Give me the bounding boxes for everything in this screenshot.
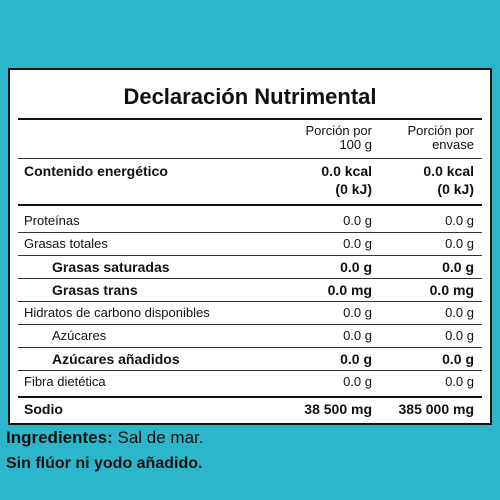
nutrient-row: Azúcares añadidos 0.0 g 0.0 g xyxy=(10,348,490,370)
divider xyxy=(18,158,482,159)
row-label: Azúcares xyxy=(52,328,107,343)
ingredients-label: Ingredientes: xyxy=(6,428,113,447)
value: 0.0 kcal xyxy=(423,163,474,179)
value: 0.0 g xyxy=(445,305,474,320)
nutrient-row: Grasas saturadas 0.0 g 0.0 g xyxy=(10,256,490,278)
row-label: Contenido energético xyxy=(24,163,168,179)
value: 385 000 mg xyxy=(398,401,475,417)
energy-row: (0 kJ) (0 kJ) xyxy=(10,178,490,200)
nutrient-row: Sodio 38 500 mg 385 000 mg xyxy=(10,398,490,420)
divider xyxy=(18,301,482,302)
value: 0.0 g xyxy=(343,374,372,389)
value: 0.0 mg xyxy=(429,282,474,298)
column-header: Porción por envase xyxy=(384,124,474,152)
title: Declaración Nutrimental xyxy=(123,84,377,109)
row-label: Fibra dietética xyxy=(24,374,106,389)
value: 0.0 g xyxy=(445,236,474,251)
divider xyxy=(18,118,482,120)
value: 0.0 mg xyxy=(327,282,372,298)
value: 0.0 g xyxy=(340,351,372,367)
nutrition-table: Declaración Nutrimental Porción por 100 g… xyxy=(8,68,492,425)
divider xyxy=(18,347,482,348)
row-label: Grasas totales xyxy=(24,236,108,251)
value: 0.0 g xyxy=(445,374,474,389)
header-text: 100 g xyxy=(339,137,372,152)
header-text: Porción por xyxy=(407,123,474,138)
nutrient-row: Grasas trans 0.0 mg 0.0 mg xyxy=(10,279,490,301)
value: 0.0 g xyxy=(340,259,372,275)
value: (0 kJ) xyxy=(437,181,474,197)
value: 0.0 g xyxy=(445,213,474,228)
divider xyxy=(18,370,482,371)
row-label: Sodio xyxy=(24,401,63,417)
value: 0.0 g xyxy=(343,213,372,228)
header-text: Porción por xyxy=(305,123,372,138)
column-header: Porción por 100 g xyxy=(282,124,372,152)
nutrient-row: Proteínas 0.0 g 0.0 g xyxy=(10,210,490,232)
value: 0.0 g xyxy=(343,305,372,320)
divider xyxy=(18,204,482,206)
ingredients: Ingredientes: Sal de mar. xyxy=(6,428,203,448)
divider xyxy=(18,255,482,256)
value: 0.0 g xyxy=(445,328,474,343)
row-label: Hidratos de carbono disponibles xyxy=(24,305,210,320)
row-label: Proteínas xyxy=(24,213,80,228)
row-label: Grasas saturadas xyxy=(52,259,170,275)
value: 0.0 kcal xyxy=(321,163,372,179)
value: 38 500 mg xyxy=(304,401,372,417)
header-text: envase xyxy=(432,137,474,152)
ingredients-text: Sal de mar. xyxy=(117,428,204,447)
nutrient-row: Hidratos de carbono disponibles 0.0 g 0.0 … xyxy=(10,302,490,324)
row-label: Azúcares añadidos xyxy=(52,351,180,367)
nutrient-row: Azúcares 0.0 g 0.0 g xyxy=(10,325,490,347)
divider xyxy=(18,232,482,233)
value: 0.0 g xyxy=(343,236,372,251)
row-label: Grasas trans xyxy=(52,282,138,298)
energy-row: Contenido energético 0.0 kcal 0.0 kcal xyxy=(10,160,490,182)
divider xyxy=(18,324,482,325)
divider xyxy=(18,278,482,279)
value: (0 kJ) xyxy=(335,181,372,197)
value: 0.0 g xyxy=(442,351,474,367)
divider xyxy=(18,396,482,398)
note: Sin flúor ni yodo añadido. xyxy=(6,455,203,472)
nutrient-row: Fibra dietética 0.0 g 0.0 g xyxy=(10,371,490,393)
value: 0.0 g xyxy=(442,259,474,275)
nutrient-row: Grasas totales 0.0 g 0.0 g xyxy=(10,233,490,255)
value: 0.0 g xyxy=(343,328,372,343)
